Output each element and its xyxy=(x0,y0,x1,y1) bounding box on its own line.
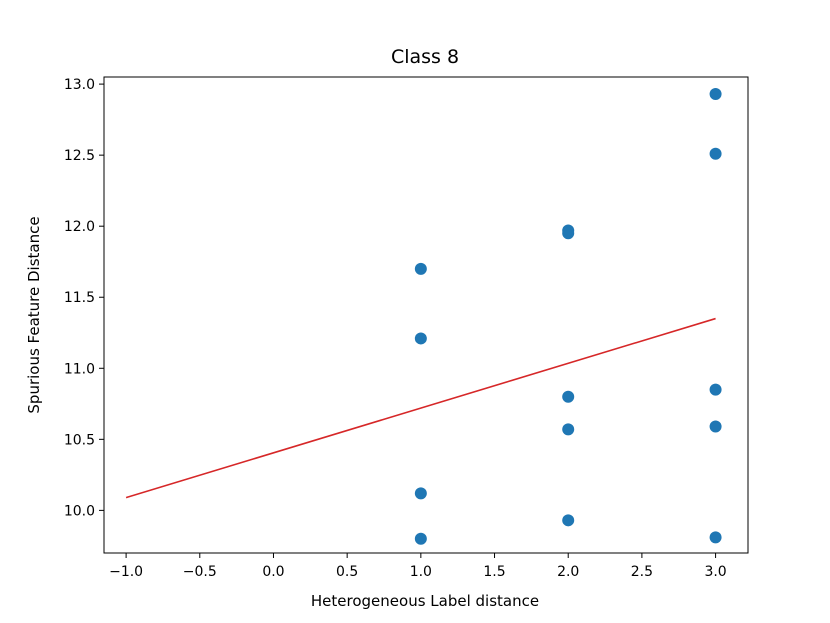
scatter-point xyxy=(414,262,427,275)
x-tick-label: 0.0 xyxy=(262,564,284,580)
y-axis-title: Spurious Feature Distance xyxy=(25,216,43,413)
y-tick-label: 10.5 xyxy=(64,432,95,448)
regression-line xyxy=(125,317,716,499)
scatter-point xyxy=(709,383,722,396)
x-tick-label: 0.5 xyxy=(336,564,358,580)
plot-area xyxy=(103,76,749,554)
scatter-point xyxy=(414,487,427,500)
scatter-point xyxy=(709,88,722,101)
y-tick-label: 12.5 xyxy=(64,148,95,164)
scatter-point xyxy=(562,227,575,240)
x-tick-label: −1.0 xyxy=(109,564,143,580)
y-tick-label: 13.0 xyxy=(64,77,95,93)
x-axis-title: Heterogeneous Label distance xyxy=(311,592,539,610)
x-tick-label: 1.5 xyxy=(483,564,505,580)
y-axis-ticks: 10.0 10.5 11.0 11.5 12.0 12.5 13.0 xyxy=(64,77,104,519)
scatter-point xyxy=(709,531,722,544)
chart-title: Class 8 xyxy=(391,46,459,68)
x-tick-label: −0.5 xyxy=(183,564,217,580)
scatter-point xyxy=(562,390,575,403)
x-tick-label: 2.5 xyxy=(631,564,653,580)
x-axis-ticks: −1.0 −0.5 0.0 0.5 1.0 1.5 2.0 2.5 3.0 xyxy=(109,553,727,580)
scatter-point xyxy=(414,332,427,345)
y-tick-label: 11.0 xyxy=(64,361,95,377)
x-tick-label: 1.0 xyxy=(410,564,432,580)
scatter-point xyxy=(414,532,427,545)
scatter-point xyxy=(562,423,575,436)
scatter-point xyxy=(709,420,722,433)
x-tick-label: 3.0 xyxy=(704,564,726,580)
plot-frame xyxy=(103,76,749,554)
scatter-point xyxy=(562,514,575,527)
y-tick-label: 12.0 xyxy=(64,219,95,235)
y-tick-label: 10.0 xyxy=(64,503,95,519)
scatter-point xyxy=(709,147,722,160)
y-tick-label: 11.5 xyxy=(64,290,95,306)
x-tick-label: 2.0 xyxy=(557,564,579,580)
